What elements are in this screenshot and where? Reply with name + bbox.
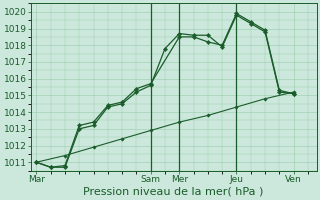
X-axis label: Pression niveau de la mer( hPa ): Pression niveau de la mer( hPa ) <box>84 187 264 197</box>
